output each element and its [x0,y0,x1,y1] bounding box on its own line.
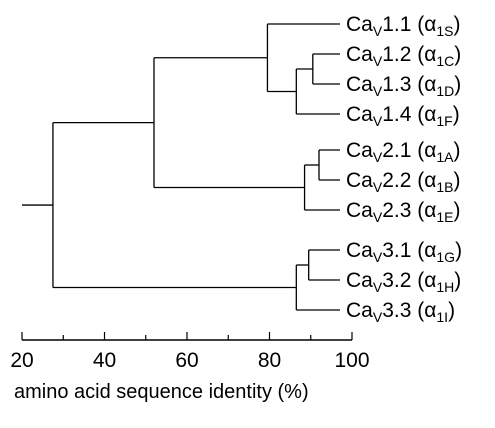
leaf-label-main: Ca [346,269,373,292]
leaf-label-close: ) [453,103,460,126]
leaf-label-close: ) [454,139,461,162]
leaf-label-main: Ca [346,139,373,162]
leaf-label-subscript: V [373,279,383,295]
leaf-label-alpha-subscript: 1H [436,279,454,295]
leaf-label-number: 1.3 (α [382,73,436,96]
leaf-label-subscript: V [373,209,383,225]
leaf-label-subscript: V [373,249,383,265]
leaf-label-1-4: CaV1.4 (α1F) [346,103,460,129]
dendrogram-lines [22,23,340,311]
leaf-label-main: Ca [346,169,373,192]
leaf-label-close: ) [454,199,461,222]
leaf-label-close: ) [455,239,462,262]
x-tick-label-60: 60 [175,349,198,372]
leaf-label-1-2: CaV1.2 (α1C) [346,43,461,69]
x-tick-label-20: 20 [10,349,33,372]
leaf-label-number: 1.4 (α [382,103,436,126]
leaf-label-main: Ca [346,13,373,36]
leaf-label-1-3: CaV1.3 (α1D) [346,73,461,99]
leaf-labels: CaV1.1 (α1S)CaV1.2 (α1C)CaV1.3 (α1D)CaV1… [346,13,462,325]
leaf-label-close: ) [454,269,461,292]
leaf-label-subscript: V [373,149,383,165]
x-axis-label: amino acid sequence identity (%) [14,381,309,403]
leaf-label-alpha-subscript: 1G [436,249,455,265]
leaf-label-alpha-subscript: 1B [436,179,453,195]
leaf-label-alpha-subscript: 1S [436,23,453,39]
leaf-label-number: 1.2 (α [382,43,436,66]
leaf-label-alpha-subscript: 1D [436,83,454,99]
leaf-label-close: ) [454,73,461,96]
leaf-label-2-2: CaV2.2 (α1B) [346,169,461,195]
leaf-label-main: Ca [346,73,373,96]
leaf-label-2-1: CaV2.1 (α1A) [346,139,461,165]
leaf-label-2-3: CaV2.3 (α1E) [346,199,461,225]
leaf-label-1-1: CaV1.1 (α1S) [346,13,461,39]
leaf-label-3-1: CaV3.1 (α1G) [346,239,462,265]
leaf-label-number: 1.1 (α [382,13,436,36]
leaf-label-alpha-subscript: 1A [436,149,454,165]
leaf-label-main: Ca [346,299,373,322]
leaf-label-3-2: CaV3.2 (α1H) [346,269,461,295]
leaf-label-close: ) [454,169,461,192]
x-axis: 20 40 60 80 100 amino acid sequence identity … [10,332,370,403]
leaf-label-alpha-subscript: 1I [436,309,448,325]
leaf-label-subscript: V [373,23,383,39]
x-tick-label-100: 100 [334,349,369,372]
leaf-label-3-3: CaV3.3 (α1I) [346,299,455,325]
leaf-label-subscript: V [373,83,383,99]
leaf-label-number: 3.2 (α [382,269,436,292]
leaf-label-number: 2.1 (α [382,139,436,162]
leaf-label-number: 2.3 (α [382,199,436,222]
leaf-label-subscript: V [373,309,383,325]
leaf-label-main: Ca [346,239,373,262]
leaf-label-main: Ca [346,43,373,66]
leaf-label-subscript: V [373,179,383,195]
x-tick-label-80: 80 [258,349,281,372]
leaf-label-close: ) [454,13,461,36]
leaf-label-subscript: V [373,53,383,69]
leaf-label-number: 2.2 (α [382,169,436,192]
leaf-label-alpha-subscript: 1C [436,53,454,69]
leaf-label-close: ) [448,299,455,322]
leaf-label-close: ) [454,43,461,66]
leaf-label-subscript: V [373,113,383,129]
leaf-label-number: 3.1 (α [382,239,436,262]
leaf-label-alpha-subscript: 1E [436,209,453,225]
leaf-label-number: 3.3 (α [382,299,436,322]
leaf-label-main: Ca [346,103,373,126]
leaf-label-alpha-subscript: 1F [436,113,452,129]
leaf-label-main: Ca [346,199,373,222]
x-tick-label-40: 40 [93,349,116,372]
